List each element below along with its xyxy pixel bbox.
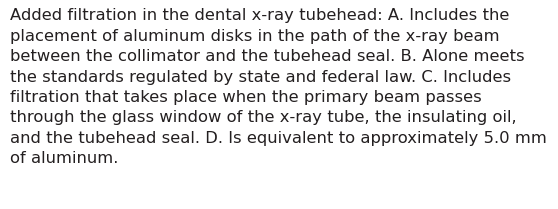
Text: Added filtration in the dental x-ray tubehead: A. Includes the
placement of alum: Added filtration in the dental x-ray tub… <box>10 8 547 166</box>
